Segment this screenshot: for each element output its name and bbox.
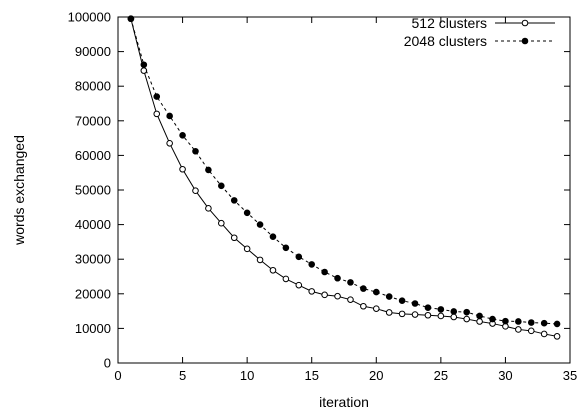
y-tick-label: 100000 xyxy=(68,10,111,25)
data-point-2048-clusters xyxy=(334,274,341,282)
y-tick-label: 0 xyxy=(104,356,111,371)
data-point-512-clusters xyxy=(192,187,199,194)
data-point-512-clusters xyxy=(140,67,148,74)
data-point-512-clusters xyxy=(372,305,380,312)
data-point-512-clusters xyxy=(153,110,161,118)
data-point-512-clusters xyxy=(553,333,561,340)
data-point-2048-clusters xyxy=(295,253,303,261)
data-point-2048-clusters xyxy=(372,288,380,296)
y-axis-label: words exchanged xyxy=(11,135,27,246)
data-point-2048-clusters xyxy=(205,166,212,174)
data-point-512-clusters xyxy=(295,281,303,289)
data-point-2048-clusters xyxy=(308,261,316,268)
y-tick-label: 20000 xyxy=(75,286,111,301)
data-point-512-clusters xyxy=(205,205,212,212)
data-point-512-clusters xyxy=(308,288,316,295)
series-line-512-clusters xyxy=(130,18,558,337)
data-point-2048-clusters xyxy=(450,308,458,315)
data-point-2048-clusters xyxy=(476,312,483,320)
x-tick-label: 5 xyxy=(179,368,186,383)
data-point-2048-clusters xyxy=(527,319,535,326)
data-point-2048-clusters xyxy=(179,132,186,139)
y-tick-label: 30000 xyxy=(75,252,111,267)
data-point-2048-clusters xyxy=(127,15,135,23)
legend-label-2048-clusters: 2048 clusters xyxy=(404,33,487,49)
y-axis-ticks: 0 10000 20000 30000 40000 50000 60000 70000 8000… xyxy=(68,10,570,371)
data-point-512-clusters xyxy=(385,309,393,316)
x-tick-label: 0 xyxy=(114,368,121,383)
x-tick-label: 10 xyxy=(240,368,254,383)
data-point-512-clusters xyxy=(540,330,548,338)
data-point-2048-clusters xyxy=(256,221,264,228)
data-point-2048-clusters xyxy=(166,112,173,120)
data-point-2048-clusters xyxy=(463,308,470,316)
data-point-512-clusters xyxy=(256,256,264,264)
series-line-2048-clusters xyxy=(130,18,558,325)
data-point-512-clusters xyxy=(218,219,225,227)
data-point-2048-clusters xyxy=(282,244,290,252)
y-tick-label: 50000 xyxy=(75,183,111,198)
data-point-512-clusters xyxy=(398,310,406,318)
data-point-512-clusters xyxy=(347,296,354,303)
data-point-2048-clusters xyxy=(553,320,561,328)
data-point-512-clusters xyxy=(282,275,290,283)
data-point-512-clusters xyxy=(166,139,173,147)
y-tick-label: 70000 xyxy=(75,113,111,128)
data-point-2048-clusters xyxy=(153,93,161,100)
data-point-512-clusters xyxy=(243,245,251,253)
data-point-2048-clusters xyxy=(243,209,251,217)
data-point-2048-clusters xyxy=(347,279,354,286)
data-point-2048-clusters xyxy=(424,304,432,311)
data-point-512-clusters xyxy=(424,311,432,319)
x-tick-label: 25 xyxy=(434,368,448,383)
y-tick-label: 40000 xyxy=(75,217,111,232)
data-point-2048-clusters xyxy=(140,61,148,69)
data-point-512-clusters xyxy=(269,266,277,274)
series-layer xyxy=(127,15,561,340)
data-point-512-clusters xyxy=(360,302,367,310)
y-tick-label: 10000 xyxy=(75,321,111,336)
data-point-2048-clusters xyxy=(437,306,445,313)
data-point-2048-clusters xyxy=(502,317,509,325)
data-point-2048-clusters xyxy=(385,293,393,300)
data-point-2048-clusters xyxy=(489,315,496,323)
data-point-512-clusters xyxy=(463,315,470,323)
legend-marker-2048-clusters xyxy=(521,37,529,45)
data-point-2048-clusters xyxy=(411,300,419,307)
x-tick-label: 30 xyxy=(498,368,512,383)
y-tick-label: 80000 xyxy=(75,79,111,94)
data-point-512-clusters xyxy=(515,326,522,333)
data-point-2048-clusters xyxy=(360,285,367,292)
x-axis-ticks: 0 5 10 15 20 25 30 35 xyxy=(114,17,577,383)
data-point-2048-clusters xyxy=(192,147,199,155)
x-tick-label: 35 xyxy=(563,368,577,383)
data-point-512-clusters xyxy=(437,312,445,320)
data-point-512-clusters xyxy=(321,291,328,299)
y-tick-label: 90000 xyxy=(75,44,111,59)
data-point-2048-clusters xyxy=(398,297,406,305)
data-point-2048-clusters xyxy=(540,319,548,327)
plot-frame xyxy=(117,16,571,364)
data-point-2048-clusters xyxy=(218,182,225,190)
data-point-2048-clusters xyxy=(269,233,277,241)
legend-label-512-clusters: 512 clusters xyxy=(412,15,487,31)
data-point-2048-clusters xyxy=(230,197,238,204)
data-point-2048-clusters xyxy=(515,318,522,325)
data-point-512-clusters xyxy=(411,311,419,318)
y-tick-label: 60000 xyxy=(75,148,111,163)
legend-marker-512-clusters xyxy=(521,19,529,27)
legend: 512 clusters 2048 clusters xyxy=(404,15,555,49)
data-point-512-clusters xyxy=(527,327,535,335)
x-axis-label: iteration xyxy=(319,394,369,410)
data-point-512-clusters xyxy=(450,313,458,321)
data-point-512-clusters xyxy=(476,318,483,325)
data-point-2048-clusters xyxy=(321,268,328,276)
x-tick-label: 20 xyxy=(369,368,383,383)
data-point-512-clusters xyxy=(179,165,186,173)
data-point-512-clusters xyxy=(334,292,341,300)
x-tick-label: 15 xyxy=(304,368,318,383)
data-point-512-clusters xyxy=(230,234,238,242)
